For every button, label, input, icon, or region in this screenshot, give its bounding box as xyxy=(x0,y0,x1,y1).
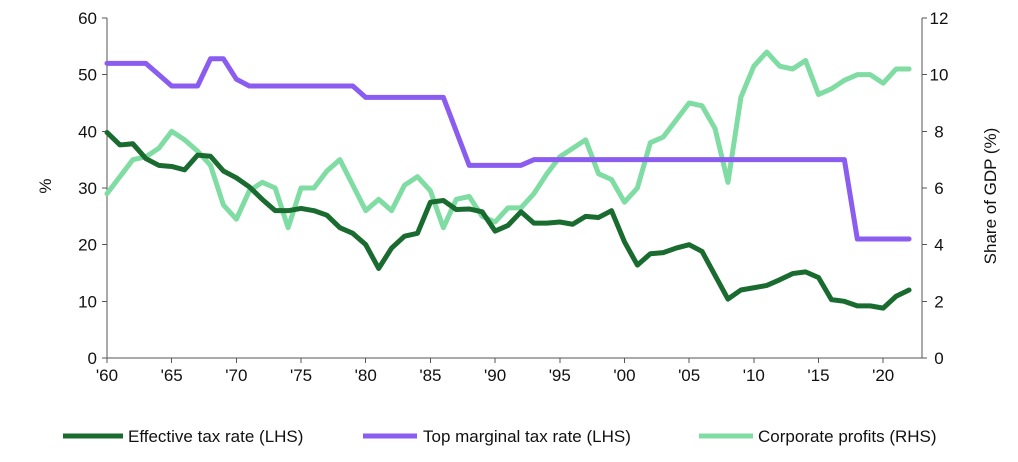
legend-label: Top marginal tax rate (LHS) xyxy=(423,427,631,446)
x-tick-label: '00 xyxy=(613,366,635,385)
left-y-tick-label: 60 xyxy=(78,9,97,28)
series-layer xyxy=(104,49,912,311)
x-tick-label: '90 xyxy=(484,366,506,385)
x-tick-label: '60 xyxy=(96,366,118,385)
legend-item-top-marginal-tax-rate: Top marginal tax rate (LHS) xyxy=(363,427,631,446)
right-y-tick-label: 4 xyxy=(934,236,943,255)
right-y-tick-label: 12 xyxy=(930,9,949,28)
right-y-tick-label: 2 xyxy=(934,292,943,311)
right-y-tick-label: 8 xyxy=(934,122,943,141)
x-tick-label: '10 xyxy=(743,366,765,385)
x-tick-label: '20 xyxy=(872,366,894,385)
left-y-tick-label: 30 xyxy=(78,179,97,198)
x-tick-label: '70 xyxy=(225,366,247,385)
left-y-tick-label: 10 xyxy=(78,292,97,311)
x-tick-label: '95 xyxy=(549,366,571,385)
left-y-tick-label: 40 xyxy=(78,122,97,141)
x-tick-label: '75 xyxy=(290,366,312,385)
series-line-corporate-profits xyxy=(104,49,912,231)
legend-label: Corporate profits (RHS) xyxy=(758,427,937,446)
left-y-tick-label: 20 xyxy=(78,236,97,255)
right-y-tick-label: 0 xyxy=(934,349,943,368)
right-y-tick-label: 10 xyxy=(930,66,949,85)
legend-item-corporate-profits: Corporate profits (RHS) xyxy=(699,427,937,446)
x-tick-label: '80 xyxy=(355,366,377,385)
left-axis-title: % xyxy=(36,178,55,193)
x-tick-label: '85 xyxy=(419,366,441,385)
series-line-effective-tax-rate xyxy=(104,129,912,311)
legend: Effective tax rate (LHS) Top marginal tax… xyxy=(63,427,937,446)
x-tick-label: '15 xyxy=(807,366,829,385)
left-y-tick-label: 50 xyxy=(78,66,97,85)
right-y-tick-label: 6 xyxy=(934,179,943,198)
left-y-tick-label: 0 xyxy=(88,349,97,368)
legend-label: Effective tax rate (LHS) xyxy=(128,427,303,446)
ticks-layer: 0 10 20 30 40 50 60 0 2 4 6 8 10 12 '60 '65 '70 '75 '80 '85… xyxy=(78,9,948,385)
series-line-top-marginal-tax-rate xyxy=(104,56,912,242)
x-tick-label: '05 xyxy=(678,366,700,385)
right-axis-title: Share of GDP (%) xyxy=(981,128,1000,265)
x-tick-label: '65 xyxy=(161,366,183,385)
legend-item-effective-tax-rate: Effective tax rate (LHS) xyxy=(63,427,303,446)
